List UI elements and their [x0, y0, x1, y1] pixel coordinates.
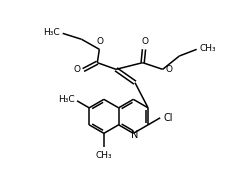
Text: O: O [141, 37, 148, 46]
Text: H₃C: H₃C [58, 95, 75, 104]
Text: O: O [97, 37, 104, 46]
Text: O: O [73, 65, 80, 75]
Text: CH₃: CH₃ [96, 151, 112, 160]
Text: Cl: Cl [163, 113, 173, 123]
Text: O: O [166, 65, 173, 74]
Text: N: N [131, 130, 139, 140]
Text: H₃C: H₃C [43, 28, 60, 37]
Text: CH₃: CH₃ [200, 44, 216, 53]
